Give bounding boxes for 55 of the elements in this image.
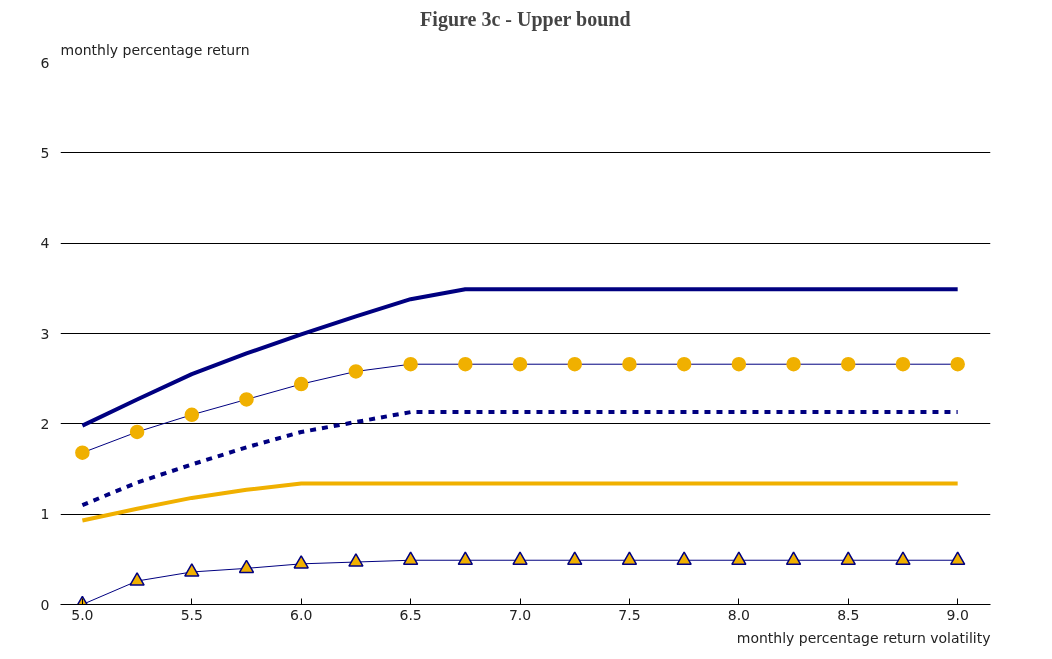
point — [75, 445, 90, 460]
point — [676, 551, 692, 566]
y-tick-label: 3 — [40, 325, 50, 342]
point — [293, 376, 309, 392]
point — [622, 356, 637, 372]
x-tick-label: 8.5 — [837, 606, 860, 623]
y-tick-label: 4 — [40, 235, 50, 252]
y-tick-label: 5 — [40, 144, 50, 161]
point — [676, 356, 692, 372]
x-tick-label: 9.0 — [946, 606, 969, 623]
point — [129, 572, 145, 586]
point — [785, 551, 802, 566]
point — [950, 356, 965, 372]
point — [293, 555, 309, 569]
point — [512, 356, 528, 372]
point — [567, 356, 582, 372]
point — [840, 551, 857, 566]
point — [841, 356, 856, 372]
point — [348, 553, 364, 567]
point — [238, 559, 255, 574]
x-tick-label: 5.5 — [180, 606, 203, 623]
point — [348, 364, 364, 379]
point — [621, 551, 638, 566]
x-tick-label: 6.5 — [399, 606, 422, 623]
chart-title: Figure 3c - Upper bound — [420, 7, 631, 31]
point — [566, 551, 583, 566]
point — [403, 356, 418, 372]
point — [184, 407, 200, 423]
y-axis-title: monthly percentage return — [60, 41, 250, 58]
y-tick-label: 2 — [40, 415, 50, 432]
x-axis-title: monthly percentage return volatility — [736, 629, 991, 646]
line-series — [80, 410, 960, 508]
point — [239, 392, 254, 407]
line-series — [80, 287, 960, 428]
point — [949, 551, 966, 566]
point — [129, 424, 145, 440]
point — [895, 551, 911, 566]
point — [458, 356, 473, 372]
point — [402, 551, 419, 566]
x-tick-label: 7.0 — [508, 606, 532, 623]
y-tick-label: 1 — [40, 506, 50, 523]
point — [512, 551, 528, 566]
x-tick-label: 7.5 — [618, 606, 641, 623]
point — [895, 356, 911, 372]
point — [786, 356, 801, 372]
y-tick-label: 6 — [40, 54, 50, 71]
point — [731, 551, 747, 566]
point — [457, 551, 474, 566]
point — [184, 563, 200, 577]
x-tick-label: 5.0 — [71, 606, 94, 623]
y-tick-label: 0 — [40, 596, 50, 613]
line-series — [80, 481, 960, 523]
point — [731, 356, 747, 372]
x-tick-label: 8.0 — [727, 606, 750, 623]
x-tick-label: 6.0 — [290, 606, 313, 623]
